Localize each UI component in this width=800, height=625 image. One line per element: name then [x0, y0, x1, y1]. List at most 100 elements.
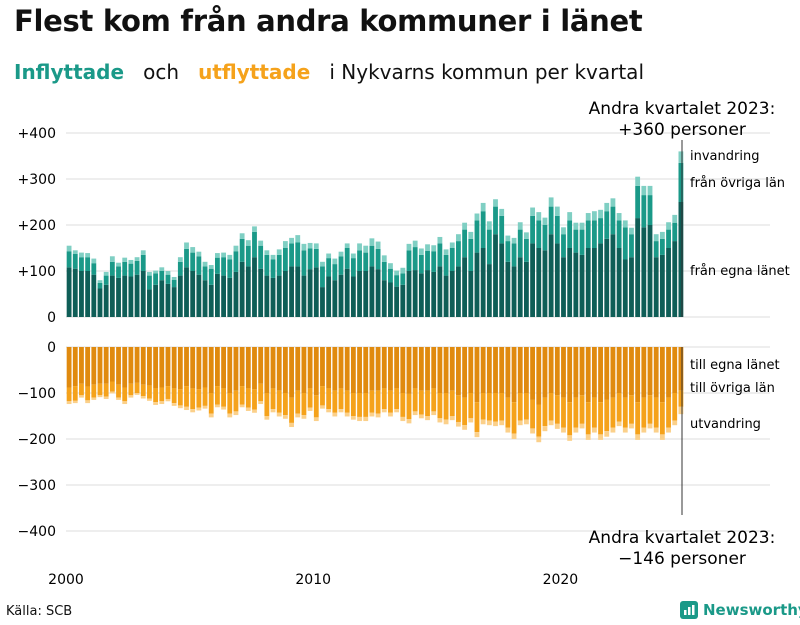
bar-in-ovriga_lan: [116, 266, 121, 278]
bar-in-invandring: [147, 271, 152, 276]
bar-out-egna_lanet: [456, 347, 461, 396]
bar-out-egna_lanet: [344, 347, 350, 391]
bar-in-egna_lanet: [678, 202, 684, 317]
bar-out-egna_lanet: [511, 347, 517, 403]
bar-out-egna_lanet: [72, 347, 78, 387]
bar-in-ovriga_lan: [289, 243, 294, 267]
bar-out-egna_lanet: [505, 347, 511, 398]
bar-out-utvandring: [320, 405, 325, 409]
top-annotation-line2: +360 personer: [618, 120, 746, 140]
bar-out-utvandring: [425, 416, 430, 421]
bar-in-invandring: [177, 257, 183, 262]
bar-out-egna_lanet: [604, 347, 610, 400]
bar-in-egna_lanet: [561, 257, 566, 317]
bar-in-egna_lanet: [128, 276, 134, 317]
bar-out-utvandring: [159, 401, 165, 405]
bar-in-egna_lanet: [468, 271, 474, 317]
bar-out-egna_lanet: [122, 347, 128, 388]
bar-in-egna_lanet: [474, 252, 480, 317]
bar-out-egna_lanet: [276, 347, 282, 391]
bar-in-egna_lanet: [270, 277, 276, 317]
bar-in-invandring: [97, 280, 103, 283]
bar-out-egna_lanet: [591, 347, 597, 398]
bar-in-invandring: [591, 211, 597, 221]
bar-out-ovriga_lan: [264, 393, 270, 416]
bar-out-ovriga_lan: [369, 390, 375, 413]
bar-out-egna_lanet: [635, 347, 641, 403]
bar-in-ovriga_lan: [363, 252, 369, 271]
bar-out-ovriga_lan: [116, 384, 121, 398]
bar-out-egna_lanet: [196, 347, 202, 390]
y-tick-top: +200: [18, 218, 56, 234]
bar-out-utvandring: [530, 428, 535, 434]
bar-out-egna_lanet: [653, 347, 659, 398]
newsworthy-brand: Newsworthy: [703, 601, 800, 619]
bar-in-egna_lanet: [462, 257, 468, 317]
bar-in-egna_lanet: [91, 274, 97, 317]
bar-out-egna_lanet: [462, 347, 468, 398]
bar-out-egna_lanet: [418, 347, 424, 391]
bar-in-invandring: [116, 262, 121, 267]
bar-out-egna_lanet: [536, 347, 542, 405]
bar-in-invandring: [208, 265, 214, 269]
bar-out-ovriga_lan: [239, 386, 245, 405]
bar-out-ovriga_lan: [554, 395, 560, 424]
bar-in-ovriga_lan: [548, 206, 554, 235]
bar-out-egna_lanet: [190, 347, 196, 389]
bar-out-egna_lanet: [270, 347, 276, 389]
bar-out-utvandring: [338, 409, 344, 413]
bar-in-ovriga_lan: [530, 215, 535, 244]
bar-in-invandring: [190, 247, 196, 253]
bar-out-ovriga_lan: [616, 393, 622, 422]
bar-out-egna_lanet: [79, 347, 84, 384]
bar-in-invandring: [103, 271, 109, 276]
bar-out-egna_lanet: [221, 347, 226, 389]
bar-out-utvandring: [97, 395, 103, 398]
bar-out-utvandring: [567, 435, 573, 441]
bar-in-egna_lanet: [165, 283, 171, 317]
bar-in-invandring: [221, 252, 226, 258]
bar-in-invandring: [517, 222, 523, 230]
bar-out-ovriga_lan: [400, 393, 406, 417]
bar-out-egna_lanet: [443, 347, 449, 393]
bar-in-egna_lanet: [171, 287, 177, 317]
bar-in-egna_lanet: [109, 275, 115, 317]
bar-in-ovriga_lan: [647, 195, 653, 225]
bar-out-utvandring: [140, 396, 146, 399]
newsworthy-logo[interactable]: Newsworthy: [680, 601, 800, 619]
bar-in-invandring: [171, 276, 177, 280]
bar-in-invandring: [233, 245, 239, 252]
bar-out-ovriga_lan: [653, 397, 659, 428]
bar-in-egna_lanet: [604, 238, 610, 317]
bar-in-egna_lanet: [542, 250, 548, 317]
bar-in-invandring: [400, 267, 406, 274]
bar-in-ovriga_lan: [499, 215, 505, 244]
bar-in-invandring: [412, 240, 418, 248]
bar-in-egna_lanet: [332, 280, 338, 317]
bar-out-ovriga_lan: [573, 397, 579, 428]
bottom-annotation-line2: −146 personer: [618, 549, 746, 569]
bar-in-invandring: [462, 222, 468, 230]
bar-in-ovriga_lan: [406, 250, 412, 271]
bar-out-utvandring: [616, 421, 622, 427]
bar-out-egna_lanet: [202, 347, 208, 388]
bar-in-ovriga_lan: [190, 252, 196, 271]
bar-out-egna_lanet: [289, 347, 294, 398]
bar-out-utvandring: [66, 401, 72, 405]
bar-out-ovriga_lan: [227, 393, 233, 414]
bar-in-egna_lanet: [215, 273, 220, 317]
label-till-egna-lanet: till egna länet: [690, 358, 780, 373]
bar-out-utvandring: [109, 391, 115, 394]
bar-out-ovriga_lan: [666, 397, 671, 428]
bar-in-ovriga_lan: [622, 227, 628, 260]
bar-out-utvandring: [332, 412, 338, 417]
bar-in-egna_lanet: [629, 257, 634, 317]
bar-in-invandring: [332, 258, 338, 265]
bar-out-utvandring: [208, 413, 214, 418]
bar-in-ovriga_lan: [313, 248, 319, 268]
bar-in-ovriga_lan: [641, 195, 647, 228]
bar-in-egna_lanet: [147, 289, 152, 317]
bar-in-ovriga_lan: [196, 256, 202, 275]
bar-out-ovriga_lan: [443, 393, 449, 420]
bar-out-ovriga_lan: [196, 389, 202, 408]
